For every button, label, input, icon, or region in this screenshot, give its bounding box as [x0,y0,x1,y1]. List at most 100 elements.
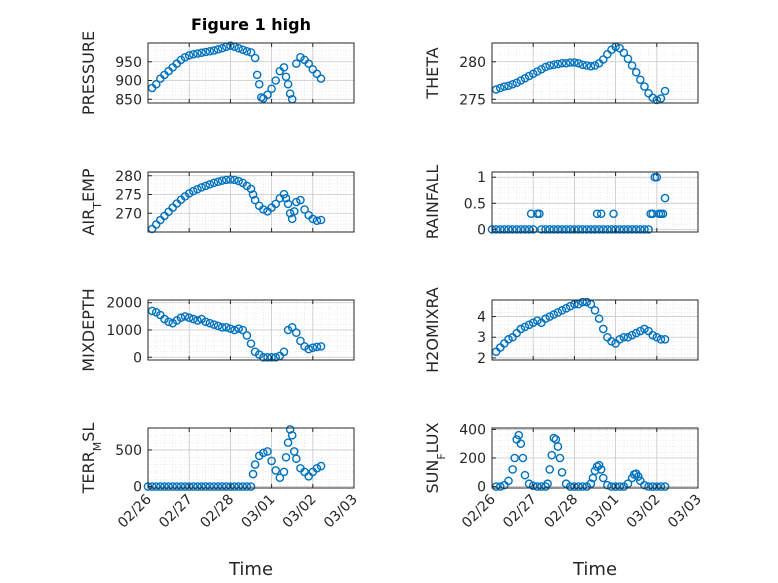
data-point [640,480,649,490]
data-point [535,209,544,219]
data-point [623,479,633,489]
data-point [598,473,608,483]
data-point [586,299,596,309]
axes-box [491,42,699,104]
data-point [504,335,513,344]
data-point [250,53,260,63]
data-point [213,45,223,54]
data-point [660,335,670,344]
data-point [289,207,299,216]
data-point [495,83,505,93]
data-point [500,225,509,234]
data-point [156,482,165,491]
data-point [234,324,243,333]
data-point [151,79,161,89]
data-point [553,59,563,69]
axes-background [492,172,698,232]
data-point [557,225,567,234]
data-point [555,453,565,463]
data-point [594,460,604,470]
data-point [512,78,522,88]
data-point [271,76,281,85]
y-tick-label: 4 [477,310,486,326]
data-point [205,180,215,189]
data-point [631,328,641,338]
data-point [147,306,157,316]
y-tick-label: 0 [477,222,486,238]
data-point [226,41,235,50]
data-point [570,482,579,491]
data-point [631,67,641,77]
data-point [553,442,563,451]
data-point [189,482,198,491]
data-point [263,447,272,456]
y-tick-label: 0 [133,480,142,496]
data-point [516,439,526,449]
data-point [636,75,645,85]
data-point [226,324,235,333]
y-tick-label: 850 [115,92,142,108]
data-point [184,189,194,198]
data-point [594,314,604,323]
data-point [197,48,206,58]
data-point [308,343,318,353]
data-point [578,225,587,234]
data-point [660,86,670,96]
data-point [619,225,629,234]
data-point [189,49,198,59]
data-point [533,482,542,491]
data-point [316,342,326,351]
data-point [285,89,295,98]
data-point [547,450,557,460]
data-point [660,193,670,203]
data-point [226,482,235,491]
data-point [205,46,215,56]
data-point [279,347,289,357]
data-point [582,297,592,307]
data-point [578,297,587,307]
y-tick-label: 275 [459,92,486,108]
subplot-2: 275 280 THETA [423,42,699,108]
data-point [516,225,526,234]
data-point [316,74,326,83]
data-point [644,482,653,491]
data-point [648,93,657,103]
subplot-1: 850 900 950 PRESSURE [79,31,355,115]
data-point [590,306,600,315]
y-axis-label-2: THETA [423,47,442,99]
data-point [557,306,567,315]
data-point [512,225,522,234]
data-point [582,225,592,234]
data-point [514,430,524,440]
y-tick-label: 275 [115,188,142,204]
data-point [176,313,186,323]
data-point [520,470,530,480]
data-point [528,318,538,328]
data-point [570,58,579,67]
data-point [611,225,620,234]
data-point [271,352,281,362]
data-point [259,352,268,362]
y-tick-label: 2000 [106,296,142,312]
data-point [275,473,285,483]
data-point [263,352,272,362]
data-point [609,209,618,219]
y-axis-label-5: MIXDEPTH [79,288,98,371]
data-point [201,181,210,191]
data-point [504,225,513,234]
x-axis-label-right: Time [572,559,617,580]
data-point [267,352,276,362]
data-point [636,225,645,234]
data-point [242,482,252,491]
data-point [238,325,248,335]
data-point [242,46,252,56]
data-point [607,225,616,234]
data-point [281,72,291,82]
data-point [213,177,223,187]
data-point [516,76,526,85]
subplot-4: 0 0.5 1 RAINFALL [423,165,699,239]
data-point [537,225,546,234]
data-point [549,60,559,70]
data-point [217,176,227,185]
